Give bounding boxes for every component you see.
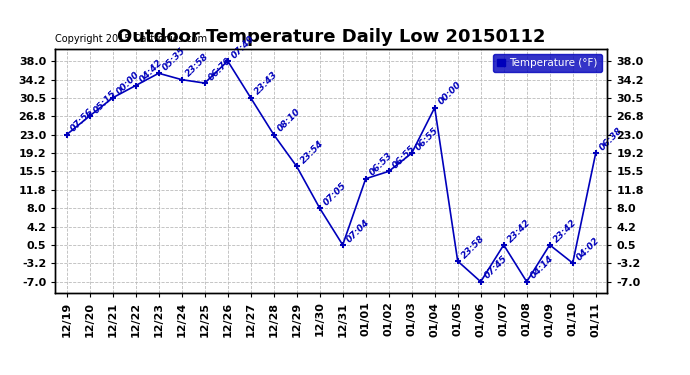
Text: 06:38: 06:38 [598, 126, 624, 152]
Text: 07:56: 07:56 [68, 107, 95, 134]
Text: 08:10: 08:10 [275, 107, 302, 134]
Text: 06:70: 06:70 [206, 56, 233, 82]
Text: 04:14: 04:14 [529, 254, 555, 281]
Text: Copyright 2015 Cartronics.com: Copyright 2015 Cartronics.com [55, 34, 207, 44]
Text: 05:35: 05:35 [161, 46, 187, 72]
Text: 00:00: 00:00 [115, 70, 141, 97]
Text: 07:05: 07:05 [322, 180, 348, 207]
Text: 23:42: 23:42 [551, 217, 578, 244]
Text: 04:42: 04:42 [137, 58, 164, 84]
Text: 06:55: 06:55 [413, 126, 440, 152]
Text: 23:54: 23:54 [299, 139, 325, 165]
Title: Outdoor Temperature Daily Low 20150112: Outdoor Temperature Daily Low 20150112 [117, 28, 546, 46]
Text: 23:58: 23:58 [184, 52, 210, 79]
Text: 00:00: 00:00 [437, 80, 463, 106]
Text: 06:53: 06:53 [368, 151, 394, 178]
Legend: Temperature (°F): Temperature (°F) [493, 54, 602, 72]
Text: 05:15: 05:15 [92, 88, 118, 115]
Text: 23:43: 23:43 [253, 70, 279, 97]
Text: 23:58: 23:58 [460, 234, 486, 260]
Text: 23:42: 23:42 [506, 217, 532, 244]
Text: 07:49: 07:49 [230, 33, 256, 60]
Text: 06:55: 06:55 [391, 144, 417, 170]
Text: 04:02: 04:02 [575, 236, 601, 262]
Text: 07:45: 07:45 [482, 254, 509, 281]
Text: 07:04: 07:04 [344, 217, 371, 244]
